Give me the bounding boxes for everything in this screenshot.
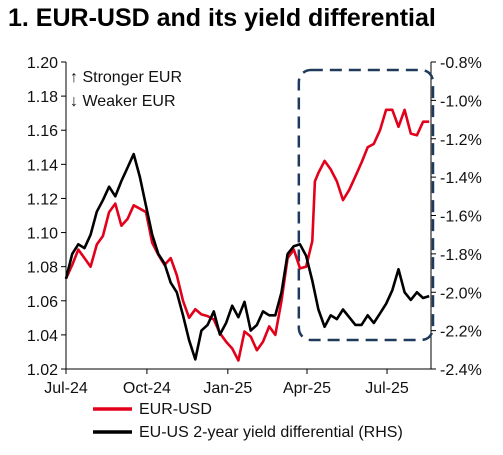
y-left-tick-label: 1.16 xyxy=(27,123,58,140)
y-right-tick-label: -1.2% xyxy=(440,132,482,149)
y-left-tick-label: 1.06 xyxy=(27,294,58,311)
x-tick-label: Jul-24 xyxy=(44,380,88,397)
y-left-tick-label: 1.20 xyxy=(27,55,58,72)
y-left-tick-label: 1.14 xyxy=(27,157,58,174)
x-tick-label: Oct-24 xyxy=(123,380,171,397)
y-right-tick-label: -1.4% xyxy=(440,170,482,187)
x-tick-label: Jan-25 xyxy=(203,380,252,397)
highlight-box xyxy=(297,68,435,342)
y-right-tick-label: -1.8% xyxy=(440,247,482,264)
y-right-tick-label: -2.0% xyxy=(440,285,482,302)
x-tick-label: Apr-25 xyxy=(283,380,331,397)
y-left-tick-label: 1.02 xyxy=(27,362,58,379)
annotation-weaker-eur: ↓ Weaker EUR xyxy=(70,93,176,110)
y-right-tick-label: -0.8% xyxy=(440,55,482,72)
x-tick-label: Jul-25 xyxy=(365,380,409,397)
series-line-eur-usd xyxy=(64,108,430,362)
y-right-tick-label: -1.0% xyxy=(440,93,482,110)
y-left-tick-label: 1.18 xyxy=(27,89,58,106)
y-left-tick-label: 1.12 xyxy=(27,191,58,208)
y-left-tick-label: 1.08 xyxy=(27,260,58,277)
chart-title: 1. EUR-USD and its yield differential xyxy=(8,4,436,32)
y-right-tick-label: -1.6% xyxy=(440,209,482,226)
legend-label-1: EU-US 2-year yield differential (RHS) xyxy=(139,424,403,441)
y-left-tick-label: 1.10 xyxy=(27,226,58,243)
legend-label-0: EUR-USD xyxy=(139,401,212,418)
y-left-tick-label: 1.04 xyxy=(27,328,58,345)
annotation-stronger-eur: ↑ Stronger EUR xyxy=(70,69,182,86)
series-line-yield-differential xyxy=(64,152,430,361)
y-right-tick-label: -2.2% xyxy=(440,324,482,341)
y-right-tick-label: -2.4% xyxy=(440,362,482,379)
